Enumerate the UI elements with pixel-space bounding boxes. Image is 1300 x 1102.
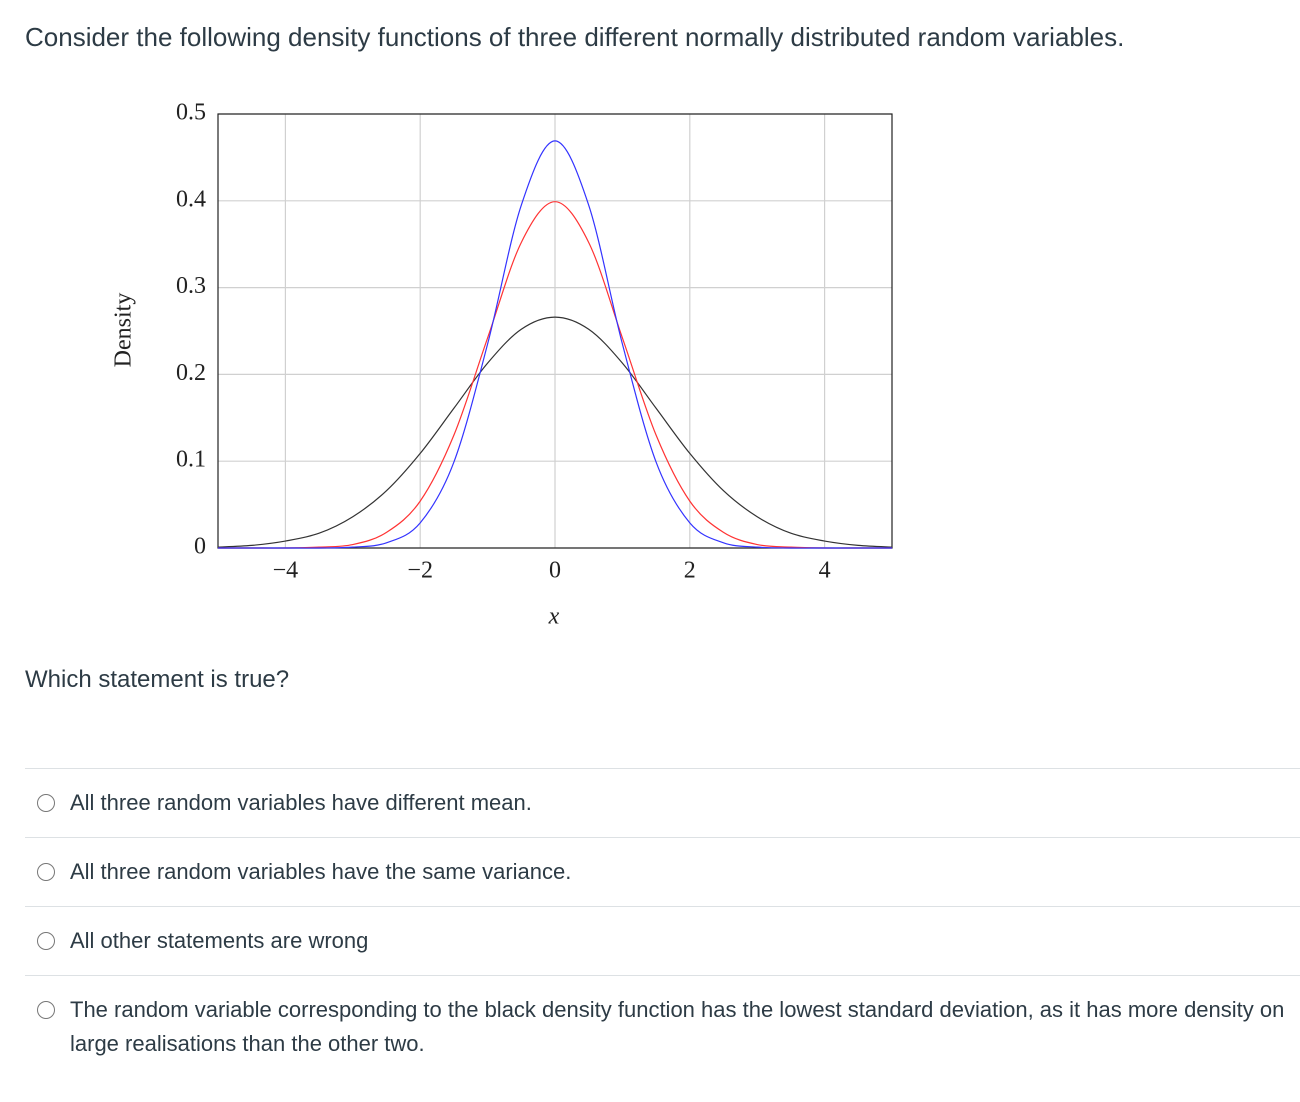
density-curve [217,201,892,549]
x-tick-label: −2 [407,558,433,584]
y-axis-label: Density [111,293,137,368]
density-curve [217,316,893,548]
y-tick-label: 0.4 [176,186,206,212]
x-tick-label: 4 [819,558,831,584]
chart: Density x 0 0.1 0.2 0.3 0.4 0.5 −4 −2 0 2 4 [111,100,893,630]
y-tick-label: 0.5 [176,100,206,126]
y-tick-label: 0.1 [176,447,206,473]
plot-frame [217,113,893,549]
options: All three random variables have differen… [25,768,1300,1078]
x-tick-label: −4 [273,558,299,584]
y-tick-label: 0.2 [176,360,206,386]
density-curve [217,140,892,549]
answer-option[interactable]: All three random variables have the same… [25,837,1300,906]
question-intro: Consider the following density functions… [25,22,1125,52]
answer-option[interactable]: The random variable corresponding to the… [25,975,1300,1078]
y-tick-label: 0 [194,534,206,560]
answer-option[interactable]: All other statements are wrong [25,906,1300,975]
x-tick-label: 2 [684,558,696,584]
answer-option[interactable]: All three random variables have differen… [25,768,1300,837]
x-axis-label: x [548,604,560,630]
y-tick-label: 0.3 [176,273,206,299]
x-tick-label: 0 [549,558,561,584]
question: Which statement is true? [25,666,290,693]
